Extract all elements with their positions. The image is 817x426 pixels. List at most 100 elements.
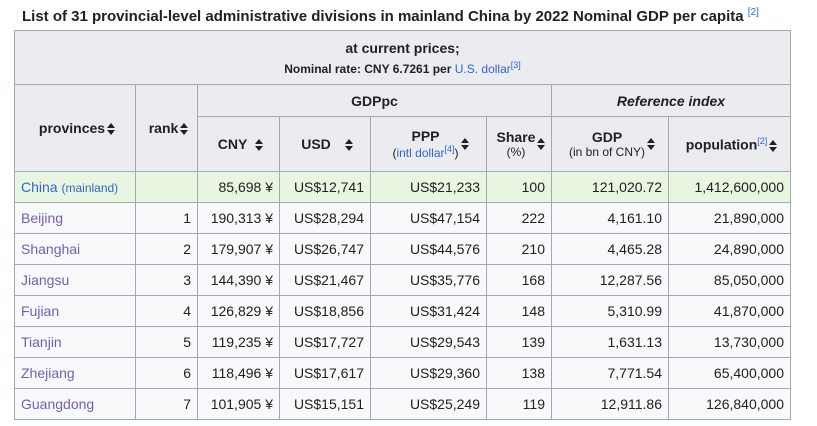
cny-cell: 101,905 ¥ bbox=[197, 388, 280, 420]
cny-cell: 190,313 ¥ bbox=[197, 202, 280, 234]
caption-ref-link[interactable]: [2] bbox=[747, 7, 759, 18]
gdp-cell: 5,310.99 bbox=[551, 295, 669, 327]
cny-cell: 144,390 ¥ bbox=[197, 264, 280, 296]
share-cell: 119 bbox=[486, 388, 552, 420]
ppp-cell: US$21,233 bbox=[370, 171, 487, 203]
ppp-cell: US$44,576 bbox=[370, 233, 487, 265]
gdp-cell: 4,465.28 bbox=[551, 233, 669, 265]
table-row: Shanghai 2 179,907 ¥ US$26,747 US$44,576 210 4… bbox=[14, 233, 791, 265]
ppp-cell: US$31,424 bbox=[370, 295, 487, 327]
share-label: Share bbox=[496, 129, 536, 145]
usd-cell: US$17,617 bbox=[279, 357, 371, 389]
gdp-unit: (in bn of CNY) bbox=[568, 145, 646, 159]
usd-cell: US$21,467 bbox=[279, 264, 371, 296]
table-row: Guangdong 7 101,905 ¥ US$15,151 US$25,249 119… bbox=[14, 388, 791, 420]
province-link[interactable]: Beijing bbox=[21, 210, 64, 226]
intl-dollar-link[interactable]: intl dollar bbox=[396, 146, 445, 160]
gdppc-header: GDPpc bbox=[197, 84, 552, 117]
rank-cell: 3 bbox=[135, 264, 198, 296]
table-caption: List of 31 provincial-level administrati… bbox=[22, 7, 759, 25]
province-cell[interactable]: Jiangsu bbox=[14, 264, 136, 296]
province-cell[interactable]: Zhejiang bbox=[14, 357, 136, 389]
gdp-cell: 1,631.13 bbox=[551, 326, 669, 358]
province-link[interactable]: Tianjin bbox=[21, 334, 62, 350]
population-cell: 13,730,000 bbox=[668, 326, 791, 358]
subheader: at current prices; Nominal rate: CNY 6.7… bbox=[14, 30, 791, 85]
nominal-rate-text: Nominal rate: CNY 6.7261 per bbox=[284, 61, 455, 76]
ppp-cell: US$25,249 bbox=[370, 388, 487, 420]
usd-cell: US$26,747 bbox=[279, 233, 371, 265]
ref-3-link[interactable]: [3] bbox=[510, 59, 521, 70]
table-row: China (mainland) 85,698 ¥ US$12,741 US$21,2… bbox=[14, 171, 791, 203]
share-cell: 139 bbox=[486, 326, 552, 358]
cny-cell: 85,698 ¥ bbox=[197, 171, 280, 203]
province-cell[interactable]: Guangdong bbox=[14, 388, 136, 420]
province-link[interactable]: China bbox=[21, 179, 58, 195]
cny-header[interactable]: CNY bbox=[197, 116, 280, 172]
usd-cell: US$18,856 bbox=[279, 295, 371, 327]
gdp-cell: 12,911.86 bbox=[551, 388, 669, 420]
population-cell: 65,400,000 bbox=[668, 357, 791, 389]
cny-cell: 119,235 ¥ bbox=[197, 326, 280, 358]
usd-cell: US$12,741 bbox=[279, 171, 371, 203]
rank-cell: 6 bbox=[135, 357, 198, 389]
usd-header[interactable]: USD bbox=[279, 116, 371, 172]
share-header[interactable]: Share (%) bbox=[486, 116, 552, 172]
province-cell[interactable]: China (mainland) bbox=[14, 171, 136, 203]
share-unit: (%) bbox=[506, 145, 526, 159]
province-cell[interactable]: Fujian bbox=[14, 295, 136, 327]
share-cell: 148 bbox=[486, 295, 552, 327]
usd-cell: US$28,294 bbox=[279, 202, 371, 234]
cny-cell: 126,829 ¥ bbox=[197, 295, 280, 327]
population-cell: 41,870,000 bbox=[668, 295, 791, 327]
population-cell: 21,890,000 bbox=[668, 202, 791, 234]
province-link[interactable]: Jiangsu bbox=[21, 272, 70, 288]
ppp-cell: US$35,776 bbox=[370, 264, 487, 296]
province-link[interactable]: Shanghai bbox=[21, 241, 81, 257]
cny-cell: 118,496 ¥ bbox=[197, 357, 280, 389]
ref-2-link[interactable]: [2] bbox=[757, 135, 768, 146]
population-cell: 85,050,000 bbox=[668, 264, 791, 296]
ppp-header[interactable]: PPP (intl dollar[4]) bbox=[370, 116, 487, 172]
ppp-cell: US$29,543 bbox=[370, 326, 487, 358]
rank-header[interactable]: rank bbox=[135, 84, 198, 172]
province-cell[interactable]: Tianjin bbox=[14, 326, 136, 358]
rank-cell: 4 bbox=[135, 295, 198, 327]
province-link[interactable]: Fujian bbox=[21, 303, 60, 319]
rank-cell bbox=[135, 171, 198, 203]
gdp-header[interactable]: GDP (in bn of CNY) bbox=[551, 116, 669, 172]
subheader-line1: at current prices; bbox=[345, 39, 460, 56]
cny-cell: 179,907 ¥ bbox=[197, 233, 280, 265]
share-cell: 222 bbox=[486, 202, 552, 234]
subheader-line2: Nominal rate: CNY 6.7261 per U.S. dollar… bbox=[21, 60, 784, 76]
rank-cell: 5 bbox=[135, 326, 198, 358]
table-row: Fujian 4 126,829 ¥ US$18,856 US$31,424 148 5,3… bbox=[14, 295, 791, 327]
province-cell[interactable]: Beijing bbox=[14, 202, 136, 234]
us-dollar-link[interactable]: U.S. dollar bbox=[454, 61, 511, 76]
population-cell: 126,840,000 bbox=[668, 388, 791, 420]
gdp-label: GDP bbox=[591, 129, 623, 145]
province-cell[interactable]: Shanghai bbox=[14, 233, 136, 265]
population-label: population bbox=[685, 136, 758, 153]
mainland-link[interactable]: (mainland) bbox=[61, 181, 119, 195]
ppp-cell: US$47,154 bbox=[370, 202, 487, 234]
caption-title: List of 31 provincial-level administrati… bbox=[22, 8, 744, 25]
gdp-cell: 12,287.56 bbox=[551, 264, 669, 296]
table-row: Tianjin 5 119,235 ¥ US$17,727 US$29,543 139 1,… bbox=[14, 326, 791, 358]
usd-cell: US$17,727 bbox=[279, 326, 371, 358]
population-header[interactable]: population[2] bbox=[668, 116, 791, 172]
table-row: Beijing 1 190,313 ¥ US$28,294 US$47,154 222 4,… bbox=[14, 202, 791, 234]
gdp-cell: 4,161.10 bbox=[551, 202, 669, 234]
share-cell: 138 bbox=[486, 357, 552, 389]
province-link[interactable]: Zhejiang bbox=[21, 365, 75, 381]
gdp-table: at current prices; Nominal rate: CNY 6.7… bbox=[14, 30, 791, 420]
ref-4-link[interactable]: [4] bbox=[444, 144, 455, 154]
usd-cell: US$15,151 bbox=[279, 388, 371, 420]
population-cell: 24,890,000 bbox=[668, 233, 791, 265]
share-cell: 168 bbox=[486, 264, 552, 296]
provinces-header[interactable]: provinces bbox=[14, 84, 136, 172]
rank-cell: 2 bbox=[135, 233, 198, 265]
share-cell: 210 bbox=[486, 233, 552, 265]
province-link[interactable]: Guangdong bbox=[21, 396, 95, 412]
ppp-label: PPP bbox=[411, 128, 440, 144]
